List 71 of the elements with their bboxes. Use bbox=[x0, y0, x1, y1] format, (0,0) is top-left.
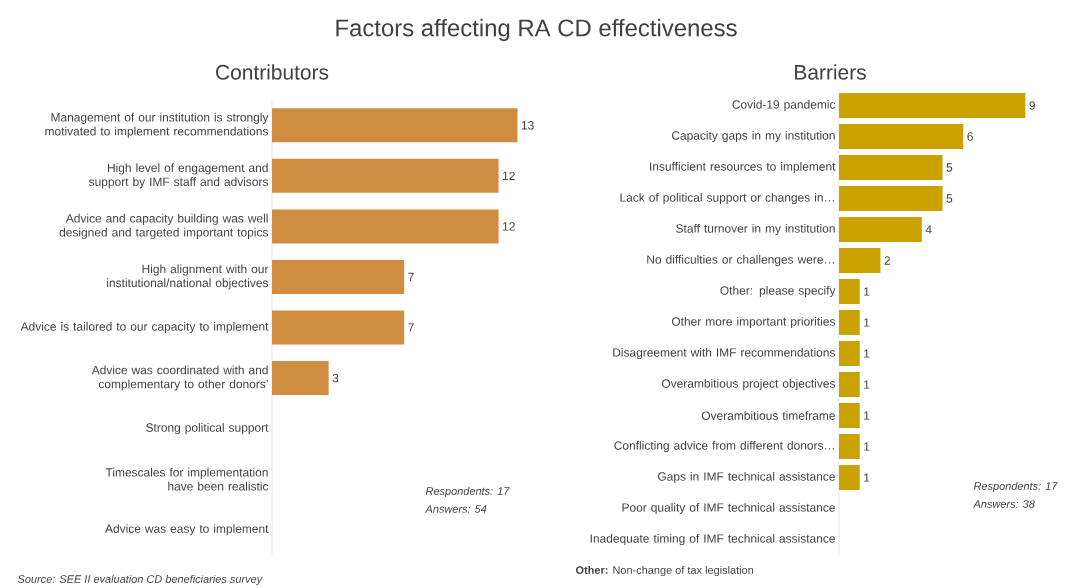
data-label: 1 bbox=[864, 287, 870, 296]
bar bbox=[272, 209, 499, 244]
data-label: 3 bbox=[332, 373, 339, 383]
data-label: 1 bbox=[864, 411, 870, 420]
data-label: 4 bbox=[925, 225, 932, 234]
chart-title: Factors affecting RA CD effectiveness bbox=[336, 18, 737, 42]
data-label: 5 bbox=[946, 194, 953, 203]
bar bbox=[839, 217, 922, 243]
y-tick-label: High alignment with our institutional/national objectives bbox=[107, 264, 269, 290]
bar bbox=[839, 248, 881, 274]
data-label: 13 bbox=[521, 121, 534, 130]
data-label: 1 bbox=[864, 442, 870, 451]
bar bbox=[839, 93, 1026, 119]
y-tick-label: Lack of political support or changes in… bbox=[620, 192, 834, 205]
y-tick-label: Management of our institution is strongly motivated to implement recommendations bbox=[45, 112, 269, 138]
y-tick-label: Advice was easy to implement bbox=[105, 524, 269, 536]
data-label: 1 bbox=[864, 380, 870, 389]
data-label: 1 bbox=[864, 349, 870, 358]
y-tick-label: No difficulties or challenges were… bbox=[647, 254, 834, 267]
y-tick-label: Inadequate timing of IMF technical assistance bbox=[590, 533, 835, 546]
y-tick-label: Covid-19 pandemic bbox=[732, 99, 836, 112]
y-tick-label: Timescales for implementation have been realistic bbox=[105, 467, 269, 491]
y-tick-label: Advice was coordinated with and complementary to other donors’ bbox=[91, 365, 268, 391]
y-tick-label: Staff turnover in my institution bbox=[676, 223, 835, 236]
data-label: 5 bbox=[946, 163, 953, 172]
annotation: Answers: 54 bbox=[424, 505, 487, 513]
bar bbox=[272, 361, 329, 396]
bar bbox=[272, 259, 405, 294]
y-tick-label: Advice and capacity building was well designed and targeted important topics bbox=[59, 213, 269, 239]
text: Other: Non-change of tax legislation bbox=[575, 565, 754, 577]
y-tick-label: Strong political support bbox=[146, 423, 269, 435]
y-tick-label: Other more important priorities bbox=[671, 316, 836, 329]
data-label: 7 bbox=[408, 323, 414, 332]
y-tick-label: Overambitious timeframe bbox=[701, 411, 835, 420]
y-tick-label: Disagreement with IMF recommendations bbox=[613, 347, 836, 360]
data-label: 2 bbox=[884, 256, 890, 265]
data-label: 9 bbox=[1029, 101, 1035, 110]
bar bbox=[839, 403, 860, 429]
bar bbox=[839, 372, 860, 398]
data-label: 12 bbox=[503, 171, 515, 181]
chart-subtitle: Contributors bbox=[216, 64, 329, 80]
bar bbox=[839, 155, 943, 181]
bar bbox=[839, 279, 860, 305]
annotation: Respondents: 17 bbox=[425, 486, 510, 498]
data-label: 1 bbox=[864, 473, 870, 482]
data-label: 1 bbox=[864, 318, 870, 327]
bar bbox=[839, 124, 964, 150]
data-label: 12 bbox=[503, 222, 515, 231]
bar bbox=[272, 158, 499, 193]
chart-title: Barriers bbox=[795, 64, 866, 80]
y-tick-label: Insufficient resources to implement bbox=[650, 161, 836, 174]
bar bbox=[272, 108, 518, 143]
bar bbox=[839, 465, 860, 491]
y-tick-label: Overambitious project objectives bbox=[661, 378, 836, 391]
annotation: Respondents: 17 bbox=[973, 481, 1058, 493]
y-tick-label: Poor quality of IMF technical assistance bbox=[622, 502, 835, 515]
y-tick-label: Other: please specify bbox=[720, 285, 836, 298]
data-label: 7 bbox=[408, 272, 414, 282]
y-tick-label: Advice is tailored to our capacity to implement bbox=[20, 321, 269, 334]
y-tick-label: Gaps in IMF technical assistance bbox=[658, 471, 835, 484]
bar bbox=[839, 186, 943, 212]
bar bbox=[839, 341, 860, 367]
y-tick-label: Conflicting advice from different donors… bbox=[614, 440, 834, 453]
bar bbox=[839, 434, 860, 460]
y-tick-label: Capacity gaps in my institution bbox=[671, 130, 835, 143]
source-note: Source: SEE II evaluation CD beneficiaries survey bbox=[17, 574, 263, 586]
y-tick-label: High level of engagement and support by IMF staff and advisors bbox=[88, 163, 269, 189]
bar bbox=[839, 310, 860, 336]
data-label: 6 bbox=[967, 132, 973, 141]
bar bbox=[272, 310, 405, 345]
annotation: Answers: 38 bbox=[972, 500, 1035, 508]
